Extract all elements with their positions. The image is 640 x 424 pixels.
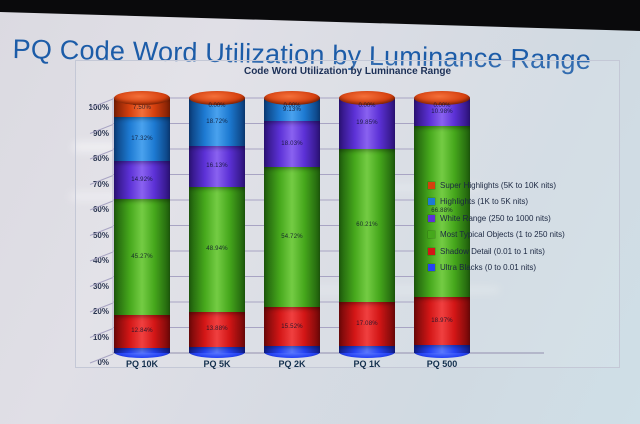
bar-segment: 13.88% [189,311,245,348]
segment-value-label: 54.72% [281,234,303,241]
legend-swatch [428,247,435,255]
segment-value-label: 15.52% [281,323,303,330]
bar-segment: 18.72% [189,98,245,146]
y-axis-label: 40% [92,256,109,265]
segment-value-label: 9.13% [282,106,301,113]
legend-label: Highlights (1K to 5K nits) [440,197,529,206]
chart-legend: Super Highlights (5K to 10K nits) Highlig… [428,181,565,280]
x-axis-label: PQ 5K [203,359,231,369]
bar-segment [264,346,320,353]
legend-label: Ultra Blacks (0 to 0.01 nits) [440,263,537,272]
segment-value-label: 17.32% [131,136,153,143]
y-axis-label: 50% [92,230,109,240]
y-axis-label: 90% [92,128,109,138]
segment-value-label: 14.92% [131,177,153,184]
y-axis-label: 60% [92,205,109,214]
segment-value-label: 60.21% [356,222,378,229]
y-axis-label: 100% [88,103,109,112]
bar-segment: 14.92% [114,161,170,200]
segment-value-label: 18.03% [281,141,303,148]
legend-item: Highlights (1K to 5K nits) [428,197,565,206]
chart-title: Code Word Utilization by Luminance Range [243,66,452,77]
legend-swatch [428,198,435,205]
legend-swatch [428,181,435,189]
cylinder-bar-pq-5k: 13.88% 48.94% 16.13% 18.72% 0.00% [189,91,245,358]
zero-value-label: 0.00% [208,103,226,109]
y-axis-label: 10% [92,332,109,342]
cylinder-bar-pq-500: 18.97% 66.88% 10.98% 0.00% [414,91,470,358]
legend-item: Ultra Blacks (0 to 0.01 nits) [428,263,565,272]
x-axis-label: PQ 10K [125,359,158,369]
cylinder-top-cap [414,91,470,105]
segment-value-label: 66.88% [431,208,453,215]
zero-value-label: 0.00% [358,103,376,109]
bar-segment: 66.88% [414,126,470,297]
legend-label: Shadow Detail (0.01 to 1 nits) [440,246,545,256]
segment-value-label: 18.97% [431,317,453,324]
cylinder-top-cap [264,91,320,105]
y-axis-label: 20% [92,307,109,316]
segment-value-label: 7.50% [132,104,151,111]
bar-segment: 16.13% [189,145,245,187]
segment-value-label: 18.72% [206,118,228,125]
legend-label: Most Typical Objects (1 to 250 nits) [440,230,565,239]
zero-value-label: 0.00% [433,103,451,109]
bar-segment: 17.08% [339,302,395,346]
y-axis-label: 30% [92,281,109,291]
segment-value-label: 12.84% [131,328,153,335]
legend-item: White Range (250 to 1000 nits) [428,213,565,223]
x-axis-label: PQ 500 [426,359,458,369]
segment-value-label: 19.85% [356,120,378,127]
segment-value-label: 10.98% [431,109,453,115]
y-axis-label: 80% [92,154,109,163]
y-axis-label: 70% [92,179,109,189]
bar-segment: 54.72% [264,167,320,307]
segment-value-label: 17.08% [356,320,378,327]
bar-segment [189,347,245,353]
zero-value-label: 0.00% [283,103,301,109]
segment-value-label: 13.88% [206,326,228,333]
bar-segment: 15.52% [264,306,320,347]
cylinder-top-cap [189,91,245,105]
cylinder-bar-pq-2k: 15.52% 54.72% 18.03% 9.13% 0.00% [264,91,320,358]
bar-segment: 19.85% [339,98,395,149]
bar-segment: 12.84% [114,314,170,348]
legend-swatch [428,231,435,238]
bar-segment: 18.97% [414,296,470,345]
bar-segment [414,344,470,353]
legend-swatch [428,264,435,271]
cylinder-top-cap [114,91,170,105]
segment-value-label: 45.27% [131,254,153,261]
legend-item: Shadow Detail (0.01 to 1 nits) [428,246,565,256]
plot-area: 0% 10% 20% 30% 40% 50% 60% 70% 80% 90% 100% 12.84% 4… [76,61,619,369]
cylinder-bar-pq-1k: 17.08% 60.21% 19.85% 0.00% [339,91,395,358]
x-axis-label: PQ 2K [278,359,306,369]
legend-label: Super Highlights (5K to 10K nits) [440,180,557,190]
bar-segment: 17.32% [114,117,170,162]
y-axis-label: 0% [97,358,109,367]
cylinder-bar-pq-10k: 12.84% 45.27% 14.92% 17.32% 7.50% [114,91,170,358]
cylinder-top-cap [339,91,395,105]
bar-segment: 48.94% [189,186,245,312]
legend-item: Super Highlights (5K to 10K nits) [428,180,565,190]
legend-swatch [428,214,435,222]
bar-segment: 60.21% [339,148,395,303]
legend-item: Most Typical Objects (1 to 250 nits) [428,230,565,239]
x-axis-label: PQ 1K [353,359,381,369]
chart: Code Word Utilization by Luminance Range… [75,60,620,369]
segment-value-label: 16.13% [206,163,228,170]
bar-segment [114,347,170,353]
segment-value-label: 48.94% [206,246,228,253]
bar-segment: 45.27% [114,199,170,315]
bar-segment: 18.03% [264,121,320,168]
bar-segment [339,345,395,353]
legend-label: White Range (250 to 1000 nits) [440,213,551,223]
